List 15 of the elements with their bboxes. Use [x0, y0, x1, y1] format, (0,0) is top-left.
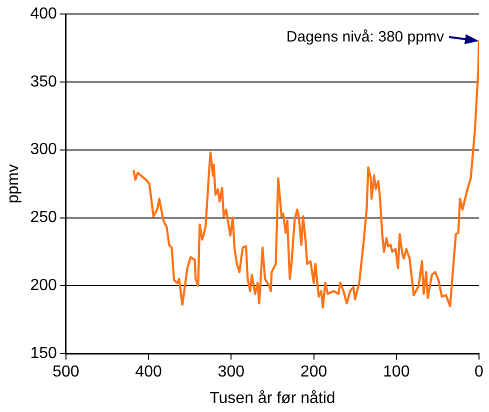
annotation: Dagens nivå: 380 ppmv: [286, 28, 444, 46]
y-axis-title: ppmv: [5, 164, 22, 204]
y-tick-label: 350: [30, 73, 57, 90]
y-tick-label: 400: [30, 5, 57, 22]
y-tick-label: 250: [30, 209, 57, 226]
y-tick-label: 150: [30, 345, 57, 362]
x-tick-label: 300: [218, 364, 245, 381]
x-tick-label: 100: [383, 364, 410, 381]
x-axis-title: Tusen år før nåtid: [210, 390, 336, 407]
y-tick-label: 300: [30, 141, 57, 158]
y-tick-label: 200: [30, 277, 57, 294]
x-tick-label: 200: [300, 364, 328, 381]
x-tick-label: 500: [52, 364, 80, 381]
x-tick-label: 0: [474, 364, 484, 381]
x-tick-label: 400: [135, 364, 162, 381]
